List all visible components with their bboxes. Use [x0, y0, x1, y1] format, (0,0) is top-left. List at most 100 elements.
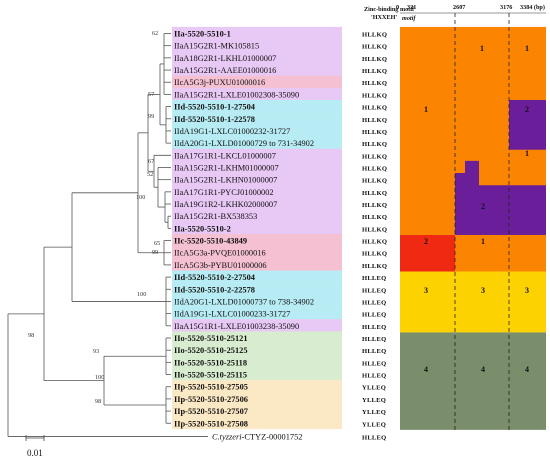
taxon-label: IIaA15G1R1-LXLE01003238-35090 [174, 322, 299, 331]
taxon-label: IIcA5G3b-PYBU01000006 [174, 261, 267, 270]
clade-band [172, 185, 342, 198]
motif-sequence: HLLKQ [362, 202, 387, 209]
outgroup-label: C.tyzzeri-CTYZ-00001752 [212, 432, 303, 441]
taxon-label: IIo-5520-5510-25125 [174, 346, 248, 355]
taxon-label: IIcA5G3j-PUXU01000016 [174, 78, 265, 87]
motif-sequence: HLLKQ [362, 226, 387, 233]
segment-label: 4 [481, 365, 485, 374]
scale-bar: 0.01 [25, 435, 45, 458]
axis-label-321: 321 [407, 4, 416, 11]
clade-band [172, 148, 342, 162]
segment-label: 1 [525, 44, 529, 53]
taxon-label: IIaA15G2R1-LXLE01002308-35090 [174, 90, 299, 99]
motif-sequence: HLLEQ [362, 312, 386, 319]
taxon-label: IIp-5520-5510-27507 [174, 407, 248, 416]
segment-label: 4 [525, 365, 529, 374]
taxon-label: IIp-5520-5510-27508 [174, 419, 248, 428]
segment-block [455, 160, 546, 235]
bootstrap-value: 65 [154, 240, 160, 247]
clade-band [172, 209, 342, 222]
taxon-label: IIcA5G3a-PVQE01000016 [174, 249, 266, 258]
clade-band [172, 319, 342, 332]
clade-band [172, 51, 342, 64]
bootstrap-values: 62 57 99 67 52 65 100 99 100 98 93 100 98 [28, 30, 160, 405]
taxon-label: IIo-5520-5510-25118 [174, 358, 247, 367]
segment-label: 4 [424, 365, 428, 374]
segment-label: 3 [525, 286, 529, 295]
clade-band [172, 63, 342, 76]
clade-band [172, 404, 342, 417]
motif-sequence: HLLKQ [362, 190, 387, 197]
outgroup-accession: -CTYZ-00001752 [242, 432, 303, 441]
bootstrap-value: 52 [147, 171, 153, 178]
clade-band [172, 221, 342, 235]
clade-band [172, 246, 342, 259]
clade-band [172, 331, 342, 344]
clade-band [172, 307, 342, 320]
taxon-label: IIdA19G1-LXLC01000232-31727 [174, 127, 290, 136]
taxon-label: IIdA20G1-LXLD01000737 to 738-34902 [174, 297, 314, 306]
clade-band [172, 26, 342, 40]
motif-sequence: HLLKQ [362, 105, 387, 112]
motif-sequence: YLLEQ [362, 421, 386, 428]
clade-color-bands [172, 26, 342, 430]
clade-band [172, 380, 342, 393]
motif-sequence: HLLKQ [362, 32, 387, 39]
motif-header-line2: 'HXXEH' [371, 14, 397, 21]
motif-sequence: YLLEQ [362, 385, 386, 392]
motif-sequence: HLLKQ [362, 92, 387, 99]
taxon-label: IId-5520-5510-1-22578 [174, 115, 255, 124]
clade-band [172, 124, 342, 137]
motif-sequence: HLLEQ [362, 324, 386, 331]
taxon-label: IId-5520-5510-2-27504 [174, 273, 256, 282]
motif-sequence: HLLKQ [362, 129, 387, 136]
segment-block [455, 234, 546, 272]
recombination-blocks: 1 1 1 2 1 2 2 1 3 3 3 4 4 4 [400, 13, 546, 432]
segment-label: 3 [424, 286, 428, 295]
taxon-label: IIa-5520-5510-1 [174, 30, 231, 39]
clade-band [172, 87, 342, 101]
motif-sequence: HLLEQ [362, 275, 386, 282]
clade-band [172, 392, 342, 405]
taxon-label: IIp-5520-5510-27506 [174, 395, 248, 404]
taxon-label: IIc-5520-5510-43849 [174, 237, 247, 246]
motif-sequence: HLLEQ [362, 373, 386, 380]
motif-sequence: HLLKQ [362, 263, 387, 270]
clade-band [172, 160, 342, 174]
motif-sequence: HLLEQ [362, 348, 386, 355]
clade-band [172, 39, 342, 52]
clade-band [172, 258, 342, 271]
segment-label: 3 [481, 286, 485, 295]
clade-band [172, 136, 342, 149]
motif-sequence: HLLKQ [362, 117, 387, 124]
taxon-label: IIaA15G2R1-LKHM01000007 [174, 163, 279, 172]
motif-sequence: HLLKQ [362, 251, 387, 258]
bootstrap-value: 67 [148, 158, 154, 165]
segment-block [400, 271, 546, 333]
taxon-label: IIaA18G2R1-LKHL01000007 [174, 54, 276, 63]
segment-position-axis: 0 321 2607 3176 3384 (bp) motif [396, 4, 546, 22]
motif-sequence: HLLKQ [362, 214, 387, 221]
taxon-label: IIp-5520-5510-27505 [174, 383, 248, 392]
motif-sequence: HLLKQ [362, 56, 387, 63]
motif-column: HLLKQ HLLKQ HLLKQ HLLKQ HLLKQ HLLKQ HLLKQ HLLKQ… [362, 32, 387, 442]
clade-band [172, 112, 342, 125]
taxon-label: IIdA20G1-LXLD01000729 to 731-34902 [174, 139, 314, 148]
outgroup-genus: C.tyzzeri [212, 432, 242, 441]
segment-label: 1 [480, 44, 484, 53]
scale-bar-label: 0.01 [27, 448, 43, 458]
clade-band [172, 233, 342, 247]
bootstrap-value: 100 [137, 291, 146, 298]
bootstrap-value: 57 [148, 91, 154, 98]
segment-label: 2 [424, 237, 428, 246]
motif-sequence: HLLKQ [362, 141, 387, 148]
bootstrap-value: 62 [152, 30, 158, 37]
motif-sequence: HLLKQ [362, 44, 387, 51]
motif-sequence: HLLKQ [362, 80, 387, 87]
segment-label: 2 [525, 105, 529, 114]
clade-band [172, 75, 342, 89]
clade-band [172, 99, 342, 113]
segment-block [509, 99, 546, 150]
taxon-label: IIaA17G1R1-PYCJ01000002 [174, 188, 274, 197]
